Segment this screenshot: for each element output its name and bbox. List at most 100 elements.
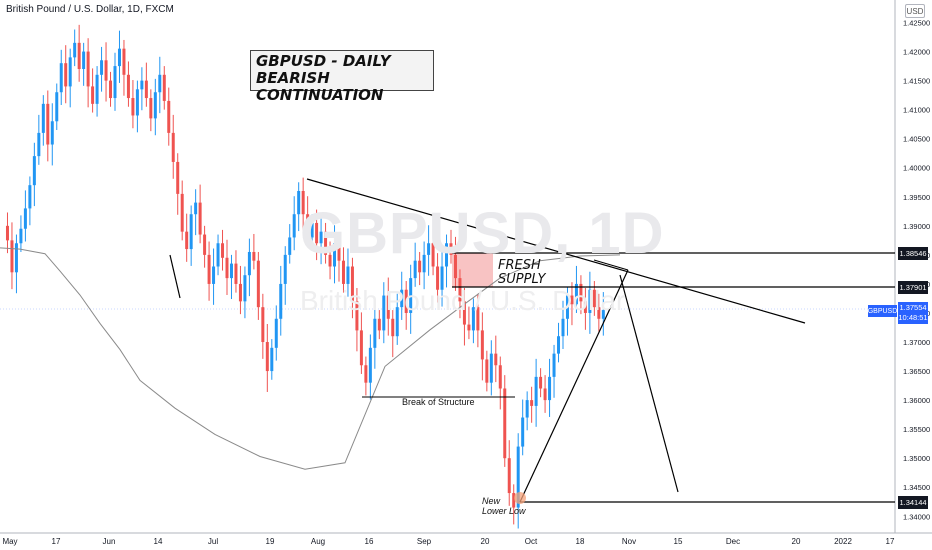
symbol-title[interactable]: British Pound / U.S. Dollar, 1D, FXCM	[6, 4, 174, 15]
bear-candle	[234, 263, 238, 284]
bull-candle	[574, 283, 578, 305]
bull-candle	[243, 275, 247, 302]
bull-candle	[557, 336, 561, 354]
bull-candle	[59, 63, 63, 93]
lower-low-line1: New	[482, 496, 501, 506]
y-tick-label: 1.39500	[903, 193, 930, 202]
bear-candle	[476, 307, 480, 331]
projection-line	[619, 274, 679, 493]
x-tick-label: 20	[481, 537, 490, 546]
bull-candle	[409, 278, 413, 313]
analysis-title-box: GBPUSD - DAILY BEARISH CONTINUATION	[250, 50, 434, 104]
bear-candle	[109, 80, 113, 99]
bear-candle	[10, 240, 14, 273]
bull-candle	[140, 80, 144, 90]
bear-candle	[337, 243, 341, 261]
low-price-tag: 1.34144	[898, 496, 928, 509]
bear-candle	[46, 103, 50, 145]
bull-candle	[525, 400, 529, 418]
bull-candle	[247, 251, 251, 276]
bull-candle	[400, 289, 404, 308]
bear-candle	[583, 301, 587, 313]
bear-candle	[91, 86, 95, 104]
bull-candle	[117, 48, 121, 67]
bull-candle	[82, 51, 86, 69]
bull-candle	[55, 92, 59, 122]
bear-candle	[485, 359, 489, 383]
x-tick-label: Sep	[417, 537, 432, 546]
x-tick-label: May	[2, 537, 17, 546]
bear-candle	[238, 283, 242, 302]
bear-candle	[265, 342, 269, 372]
bull-candle	[135, 89, 139, 116]
x-tick-label: Oct	[525, 537, 538, 546]
bull-candle	[346, 266, 350, 284]
bull-candle	[297, 190, 301, 215]
bear-candle	[494, 353, 498, 366]
bear-candle	[324, 231, 328, 255]
bull-candle	[270, 347, 274, 372]
bull-candle	[95, 74, 99, 104]
bear-candle	[171, 132, 175, 162]
bear-candle	[167, 100, 171, 133]
bull-candle	[382, 295, 386, 331]
bull-candle	[552, 353, 556, 377]
bull-candle	[319, 231, 323, 244]
bull-candle	[68, 57, 72, 87]
bear-candle	[570, 295, 574, 305]
bull-candle	[521, 417, 525, 447]
bear-candle	[341, 260, 345, 284]
new-lower-low-label: New Lower Low	[482, 496, 526, 516]
y-tick-label: 1.40000	[903, 164, 930, 173]
current-price-value: 1.37554	[899, 303, 927, 312]
rising-channel-top	[593, 259, 629, 271]
bull-candle	[73, 42, 77, 58]
bull-candle	[28, 185, 32, 209]
bull-candle	[19, 228, 23, 244]
bear-candle	[597, 307, 601, 319]
bear-candle	[252, 251, 256, 261]
bear-candle	[104, 60, 108, 81]
x-tick-label: Dec	[726, 537, 740, 546]
bull-candle	[41, 103, 45, 133]
bear-candle	[391, 318, 395, 337]
bear-candle	[350, 266, 354, 302]
bull-candle	[548, 376, 552, 401]
bear-candle	[221, 243, 225, 258]
bear-candle	[503, 388, 507, 459]
bear-candle	[306, 214, 310, 238]
bull-candle	[216, 243, 220, 267]
bull-candle	[395, 307, 399, 337]
x-tick-label: Jun	[103, 537, 116, 546]
bull-candle	[368, 347, 372, 383]
current-symbol-tag: GBPUSD	[868, 305, 897, 317]
fresh-supply-line2: SUPPLY	[498, 272, 546, 287]
bear-candle	[539, 376, 543, 389]
y-tick-label: 1.37000	[903, 338, 930, 347]
bear-candle	[256, 260, 260, 308]
currency-badge[interactable]: USD	[905, 4, 925, 18]
bear-candle	[176, 161, 180, 194]
bull-candle	[373, 318, 377, 348]
bear-candle	[449, 243, 453, 255]
bear-candle	[418, 260, 422, 273]
bull-candle	[23, 208, 27, 229]
bull-candle	[445, 243, 449, 267]
y-tick-label: 1.41500	[903, 77, 930, 86]
rising-channel-left	[519, 269, 629, 503]
bear-candle	[144, 80, 148, 99]
x-tick-label: 2022	[834, 537, 852, 546]
x-tick-label: 18	[576, 537, 585, 546]
bear-candle	[64, 63, 68, 87]
bull-candle	[50, 121, 54, 145]
bear-candle	[512, 493, 516, 508]
bull-candle	[189, 214, 193, 250]
bear-candle	[122, 48, 126, 75]
bull-candle	[489, 353, 493, 383]
bull-candle	[561, 318, 565, 337]
x-axis-labels: May 17 Jun 14 Jul 19 Aug 16 Sep 20 Oct 18 Nov 15 Dec 20…	[2, 537, 895, 546]
bear-candle	[592, 289, 596, 308]
x-tick-label: 19	[266, 537, 275, 546]
bear-candle	[207, 254, 211, 284]
